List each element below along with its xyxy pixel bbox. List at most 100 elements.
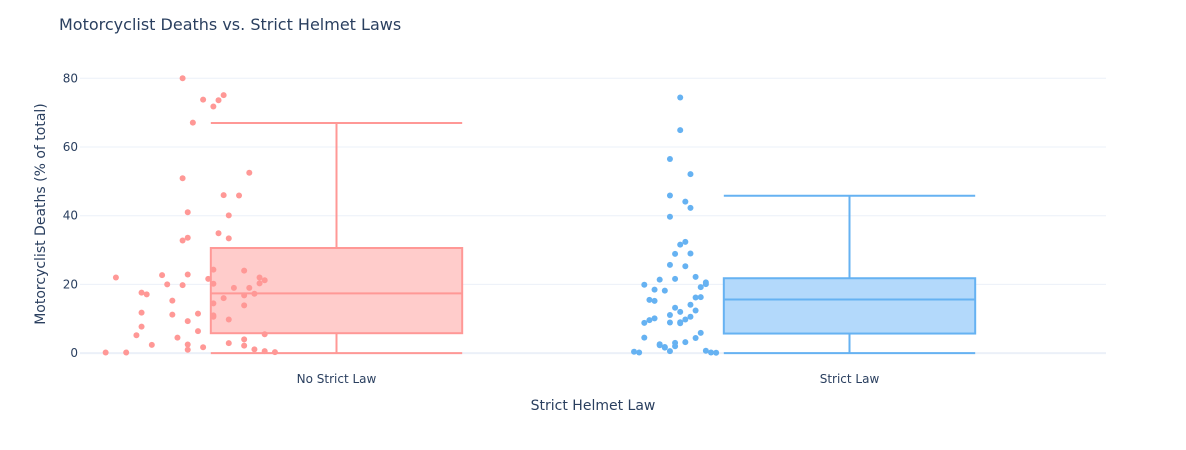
data-point [646, 296, 653, 303]
data-point [702, 281, 709, 288]
data-point [692, 335, 699, 342]
y-tick-label: 20 [63, 277, 78, 291]
y-tick-label: 0 [70, 346, 78, 360]
data-point [210, 103, 217, 110]
data-point [236, 192, 243, 199]
data-point [636, 349, 643, 356]
data-point [215, 230, 222, 237]
data-point [687, 171, 694, 178]
data-point [241, 336, 248, 343]
data-point [210, 266, 217, 273]
data-point [164, 281, 171, 288]
data-point [179, 175, 186, 182]
data-point [672, 250, 679, 257]
data-point [651, 286, 658, 293]
data-point [241, 267, 248, 274]
data-point [687, 301, 694, 308]
data-point [677, 127, 684, 134]
data-point [697, 329, 704, 336]
data-point [666, 348, 673, 355]
data-point [692, 273, 699, 280]
data-point [702, 347, 709, 354]
data-point [656, 341, 663, 348]
data-point [677, 308, 684, 315]
data-point [241, 292, 248, 299]
data-point [102, 349, 109, 356]
data-point [697, 284, 704, 291]
data-point [143, 291, 150, 298]
data-point [707, 349, 714, 356]
data-point [692, 307, 699, 314]
data-point [220, 295, 227, 302]
data-point [666, 156, 673, 163]
chart-title: Motorcyclist Deaths vs. Strict Helmet La… [59, 15, 401, 34]
data-point [138, 309, 145, 316]
x-axis-title: Strict Helmet Law [531, 398, 656, 414]
data-point [666, 261, 673, 268]
data-point [246, 284, 253, 291]
data-point [256, 280, 263, 287]
data-point [184, 209, 191, 216]
data-point [666, 213, 673, 220]
data-point [651, 297, 658, 304]
data-point [220, 92, 227, 99]
data-point [713, 349, 720, 356]
x-tick-labels: No Strict Law Strict Law [297, 372, 880, 386]
data-point [687, 313, 694, 320]
data-point [677, 241, 684, 248]
data-point [666, 311, 673, 318]
data-point [661, 343, 668, 350]
data-point [672, 275, 679, 282]
data-point [641, 334, 648, 341]
data-point [179, 75, 186, 82]
box-plots [209, 121, 977, 355]
data-point [261, 331, 268, 338]
data-point [641, 319, 648, 326]
data-point [256, 274, 263, 281]
data-point [677, 320, 684, 327]
data-point [251, 290, 258, 297]
data-point [687, 204, 694, 211]
data-point [179, 237, 186, 244]
data-point [184, 271, 191, 278]
x-tick-label: No Strict Law [297, 372, 377, 386]
data-point [230, 284, 237, 291]
data-point [210, 280, 217, 287]
box-strict-law [722, 194, 977, 355]
data-point [133, 332, 140, 339]
data-point [241, 302, 248, 309]
data-point [271, 349, 278, 356]
data-point [205, 275, 212, 282]
data-point [184, 346, 191, 353]
data-point [646, 317, 653, 324]
data-point [692, 294, 699, 301]
data-point [697, 294, 704, 301]
y-tick-label: 40 [63, 209, 78, 223]
data-point [184, 318, 191, 325]
data-point [682, 263, 689, 270]
data-point [194, 310, 201, 317]
data-point [169, 297, 176, 304]
data-point [169, 311, 176, 318]
data-point [672, 343, 679, 350]
data-point [261, 348, 268, 355]
data-point [666, 319, 673, 326]
data-point [661, 287, 668, 294]
data-point [241, 342, 248, 349]
data-point [210, 300, 217, 307]
data-point [215, 97, 222, 104]
data-point [200, 344, 207, 351]
data-point [251, 346, 258, 353]
data-point [174, 334, 181, 341]
data-point [210, 313, 217, 320]
iqr-box [722, 277, 977, 335]
data-point [682, 339, 689, 346]
data-point [159, 272, 166, 279]
data-point [246, 169, 253, 176]
data-point [666, 192, 673, 199]
data-point [138, 289, 145, 296]
y-tick-labels: 0 20 40 60 80 [63, 71, 78, 360]
data-point [677, 94, 684, 101]
data-point [641, 281, 648, 288]
data-point [687, 250, 694, 257]
